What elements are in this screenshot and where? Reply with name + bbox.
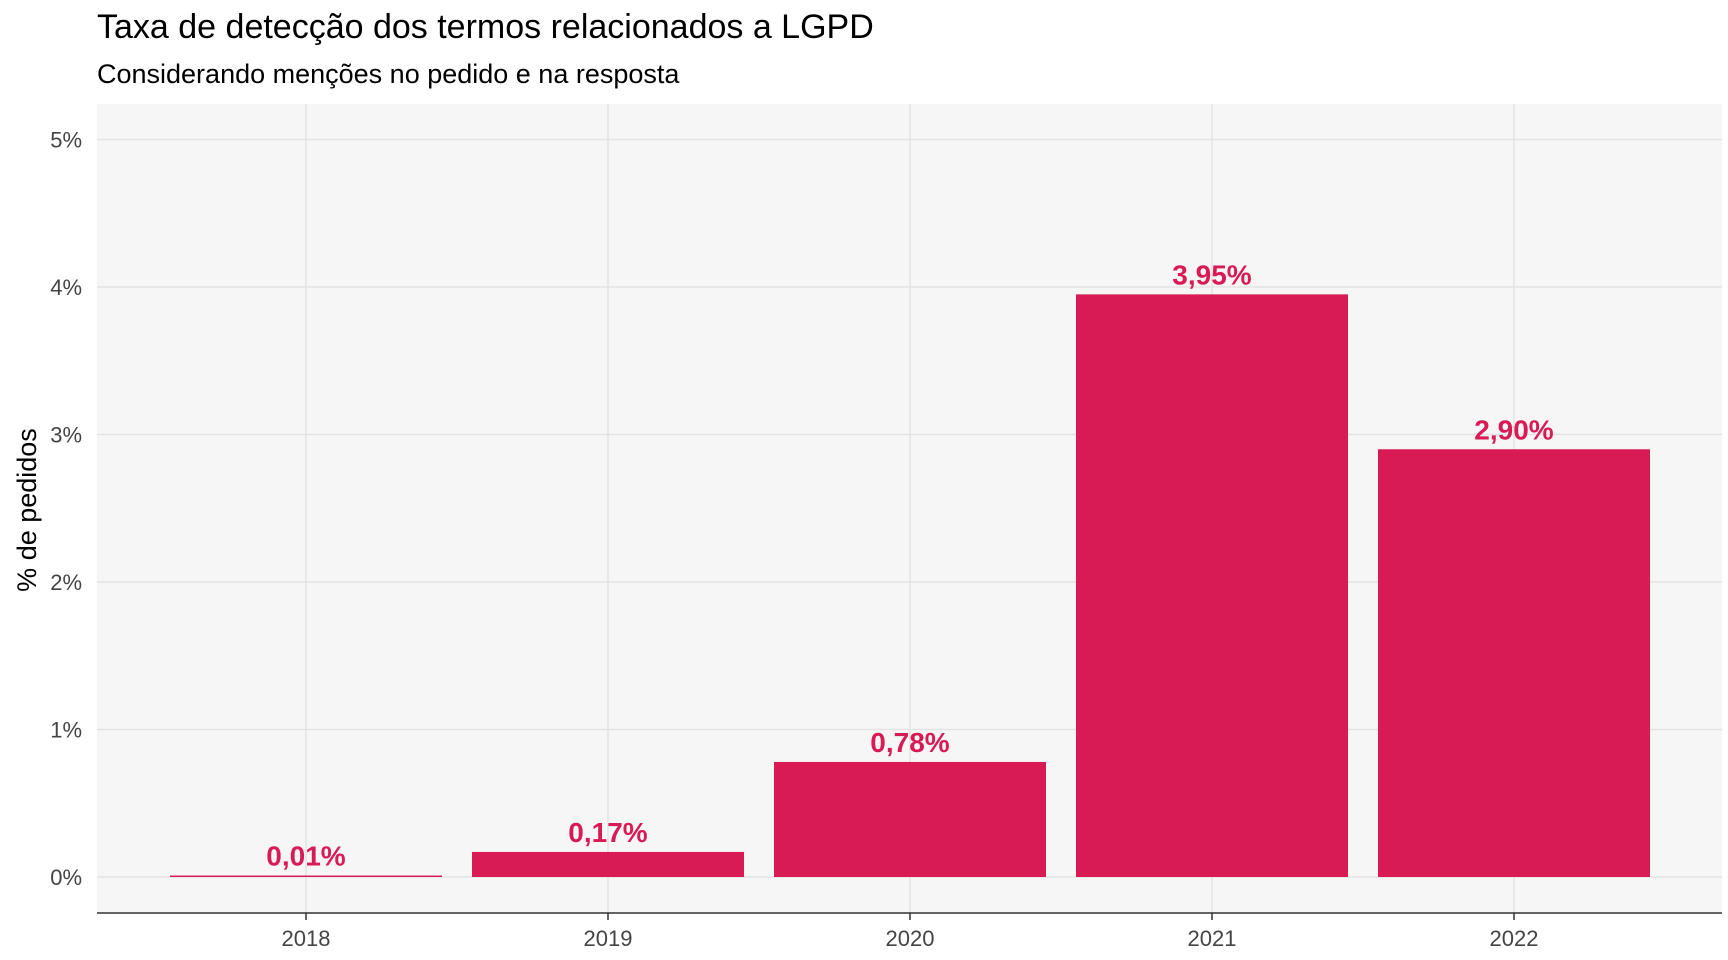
data-label-2022: 2,90% xyxy=(1474,414,1553,445)
x-tick-label-2020: 2020 xyxy=(886,926,935,951)
chart-subtitle: Considerando menções no pedido e na resp… xyxy=(97,59,680,89)
bars xyxy=(170,294,1650,877)
x-tick-label-2022: 2022 xyxy=(1490,926,1539,951)
y-tick-label-3: 3% xyxy=(50,423,82,448)
bar-2019 xyxy=(472,851,744,877)
x-tick-label-2021: 2021 xyxy=(1188,926,1237,951)
x-tick-label-2018: 2018 xyxy=(282,926,331,951)
x-tick-label-2019: 2019 xyxy=(584,926,633,951)
data-label-2021: 3,95% xyxy=(1172,259,1251,290)
bar-2022 xyxy=(1378,449,1650,877)
y-tick-label-2: 2% xyxy=(50,570,82,595)
bar-2021 xyxy=(1076,294,1348,877)
y-tick-label-1: 1% xyxy=(50,718,82,743)
bar-2018 xyxy=(170,875,442,877)
y-tick-label-4: 4% xyxy=(50,275,82,300)
x-axis-ticks: 2018 2019 2020 2021 2022 xyxy=(282,913,1539,951)
y-axis-title: % de pedidos xyxy=(12,428,42,592)
data-label-2019: 0,17% xyxy=(568,817,647,848)
bar-2020 xyxy=(774,761,1046,877)
y-tick-label-0: 0% xyxy=(50,865,82,890)
data-labels: 0,01% 0,17% 0,78% 3,95% 2,90% xyxy=(266,259,1553,871)
chart-title: Taxa de detecção dos termos relacionados… xyxy=(97,8,874,46)
data-label-2018: 0,01% xyxy=(266,841,345,872)
y-axis-ticks: 0% 1% 2% 3% 4% 5% xyxy=(50,128,82,891)
y-tick-label-5: 5% xyxy=(50,128,82,153)
data-label-2020: 0,78% xyxy=(870,727,949,758)
